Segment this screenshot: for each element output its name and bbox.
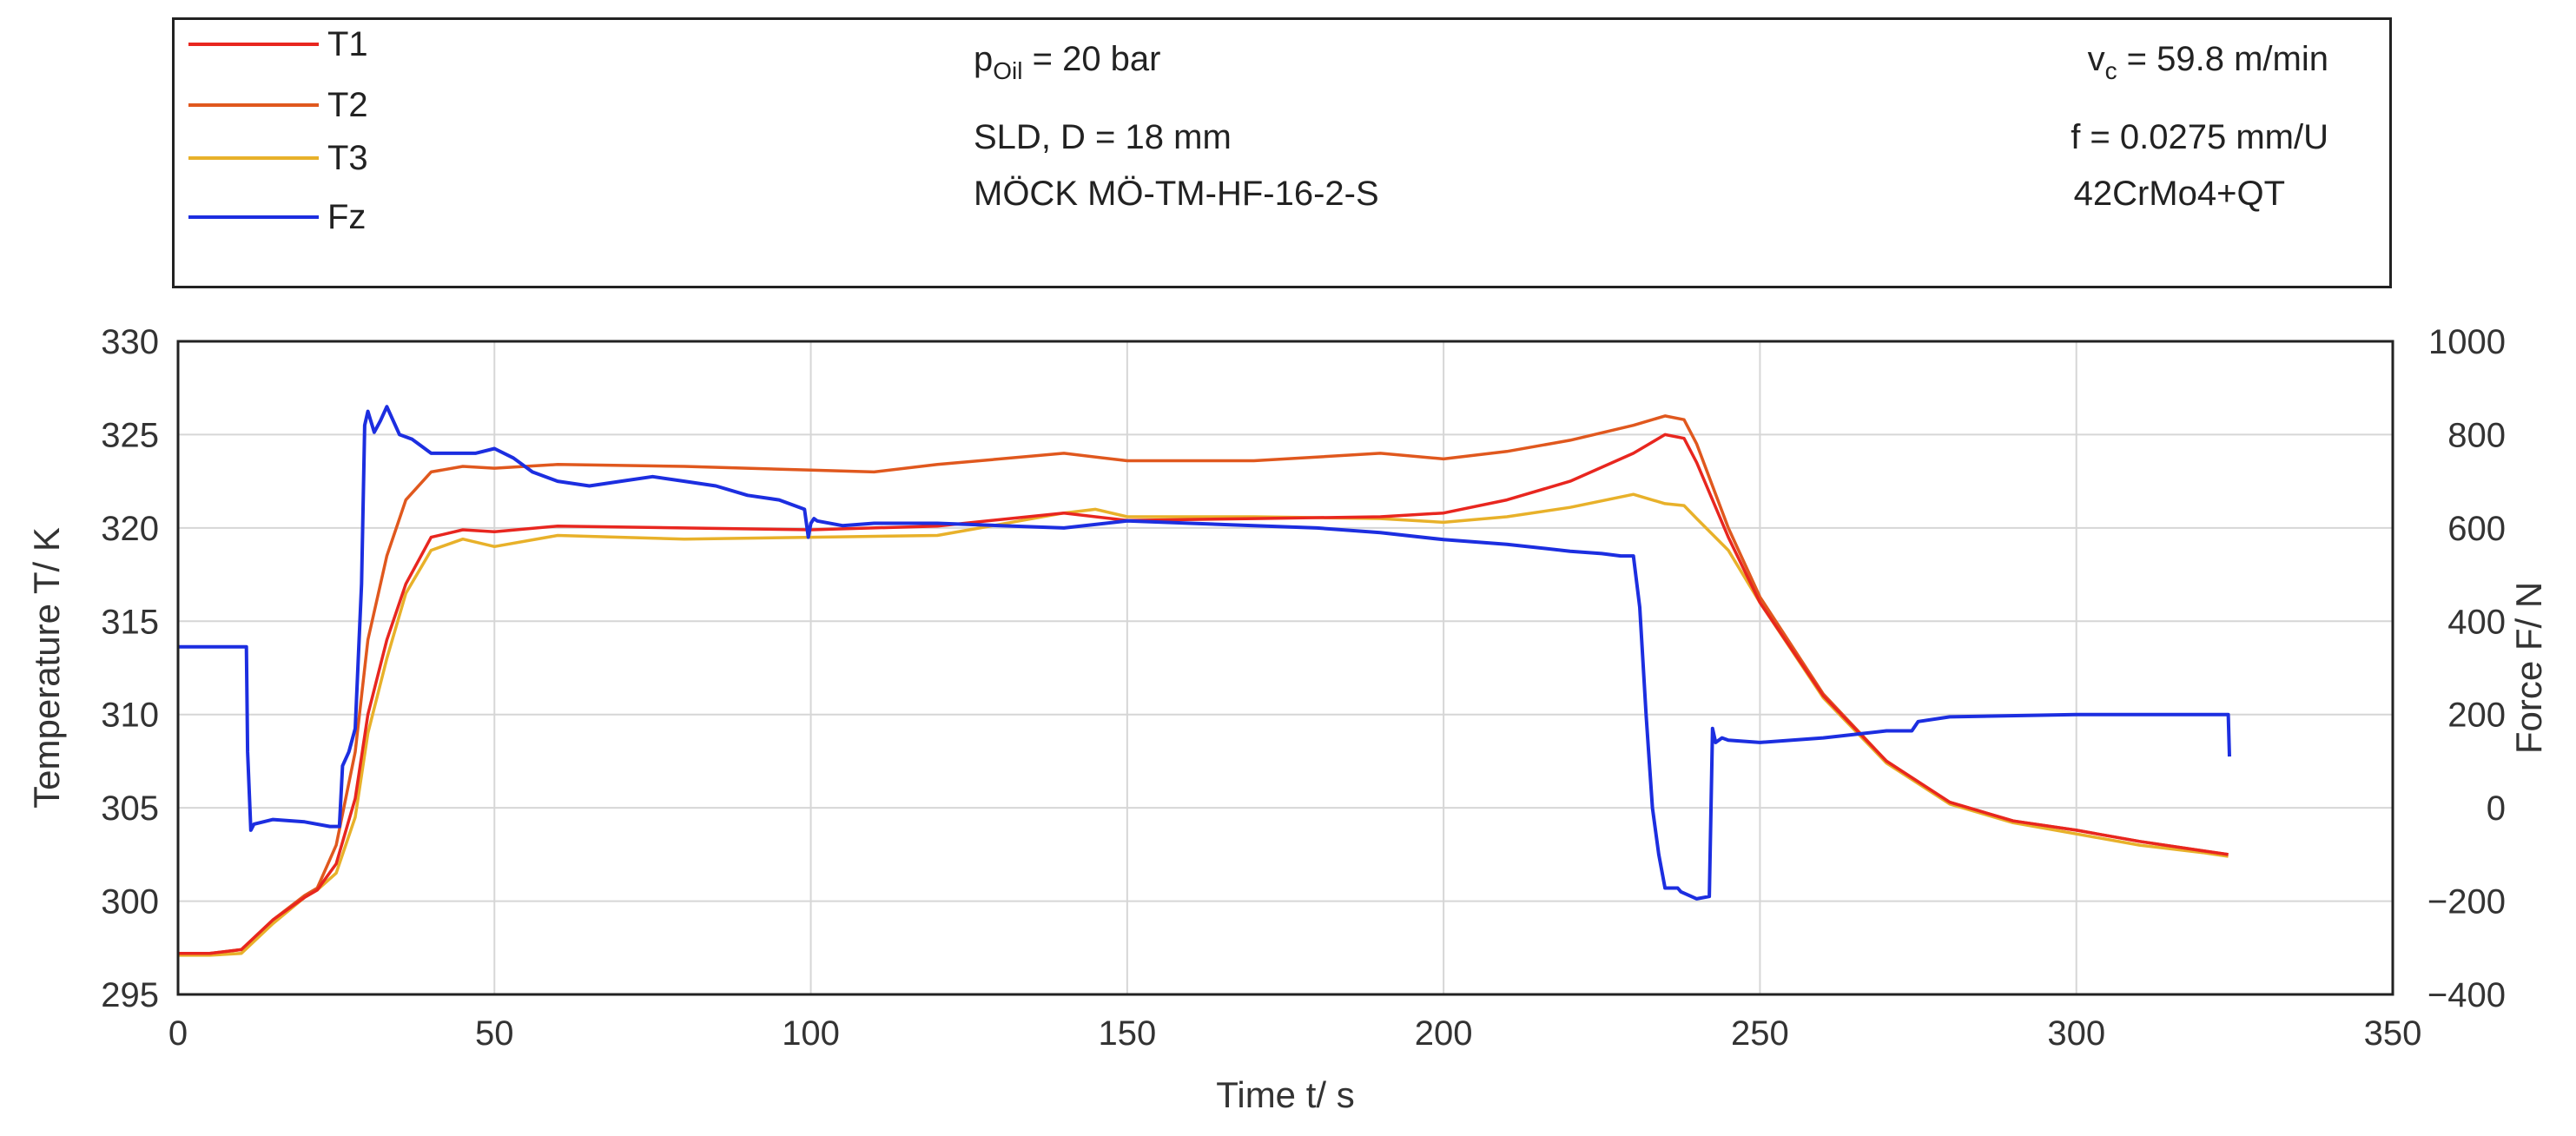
y2-tick-label: 800	[2447, 416, 2506, 454]
series-line-fz	[178, 405, 2231, 901]
plot-frame	[176, 340, 2394, 996]
x-tick-label: 250	[1731, 1014, 1789, 1053]
param-feed: f = 0.0275 mm/U	[2071, 118, 2328, 156]
legend-entry-t1: T1	[188, 23, 368, 66]
x-tick-label: 300	[2047, 1014, 2105, 1053]
x-tick-label: 0	[168, 1014, 188, 1053]
x-tick-label: 150	[1098, 1014, 1156, 1053]
x-tick-label: 200	[1415, 1014, 1473, 1053]
y2-tick-label: 400	[2447, 603, 2506, 641]
series-layer	[178, 405, 2231, 957]
y2-tick-label: 200	[2447, 697, 2506, 735]
series-line-t1	[178, 433, 2229, 955]
series-line-t2	[178, 414, 2229, 955]
y-tick-label: 325	[101, 416, 159, 454]
legend-label-t1: T1	[327, 25, 368, 63]
legend-label-t3: T3	[327, 139, 368, 177]
y2-tick-label: 0	[2487, 789, 2506, 828]
y-tick-label: 310	[101, 697, 159, 735]
y2-tick-label: −200	[2427, 883, 2506, 921]
legend-entry-t3: T3	[188, 136, 368, 180]
y-tick-label: 305	[101, 789, 159, 828]
legend-label-t2: T2	[327, 86, 368, 124]
x-tick-label: 100	[782, 1014, 840, 1053]
y2-tick-label: −400	[2427, 976, 2506, 1014]
legend-entry-fz: Fz	[188, 195, 366, 239]
legend-swatch-t3	[188, 156, 319, 160]
series-line-t3	[178, 492, 2229, 957]
y-tick-label: 295	[101, 976, 159, 1014]
y-axis-title: Temperature T/ K	[26, 527, 67, 809]
y-tick-label: 300	[101, 883, 159, 921]
param-oil-pressure: pOil = 20 bar	[974, 40, 1161, 84]
param-material: 42CrMo4+QT	[2073, 175, 2285, 213]
x-tick-label: 50	[475, 1014, 514, 1053]
param-cutting-speed: vc = 59.8 m/min	[2087, 40, 2328, 84]
tick-labels: 0 50 100 150 200 250 300 350 295 300 305 310 315 320 3…	[101, 323, 2506, 1053]
x-tick-label: 350	[2364, 1014, 2422, 1053]
x-axis-title: Time t/ s	[1216, 1074, 1354, 1115]
grid	[177, 340, 2394, 995]
legend-entry-t2: T2	[188, 83, 368, 127]
param-tool-name: MÖCK MÖ-TM-HF-16-2-S	[974, 175, 1379, 213]
y2-axis-title: Force F/ N	[2508, 582, 2549, 754]
y-tick-label: 330	[101, 323, 159, 361]
param-tool-diameter: SLD, D = 18 mm	[974, 118, 1232, 156]
legend-swatch-fz	[188, 215, 319, 219]
legend-label-fz: Fz	[327, 198, 367, 236]
legend-box: T1 T2 T3 Fz pOil = 20 bar SLD, D = 18 mm…	[172, 17, 2392, 288]
legend-swatch-t2	[188, 103, 319, 107]
y-tick-label: 320	[101, 510, 159, 548]
y2-tick-label: 1000	[2428, 323, 2506, 361]
y-tick-label: 315	[101, 603, 159, 641]
y2-tick-label: 600	[2447, 510, 2506, 548]
legend-swatch-t1	[188, 43, 319, 46]
